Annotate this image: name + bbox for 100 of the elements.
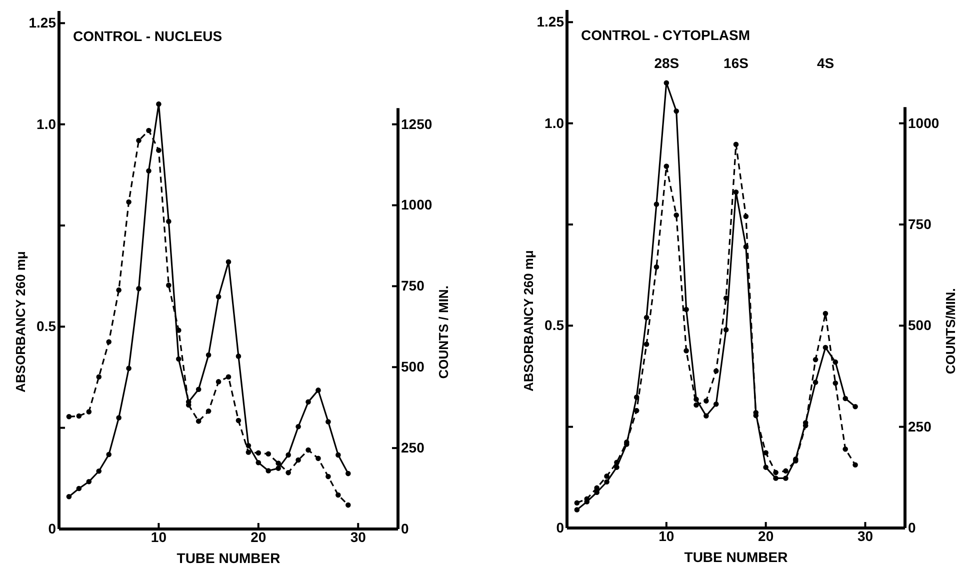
x-tick-label: 20 (250, 528, 266, 545)
point (276, 460, 281, 466)
point (614, 460, 620, 466)
point (654, 264, 660, 270)
y-axis-title: ABSORBANCY 260 mμ (13, 251, 28, 392)
point (296, 424, 301, 430)
point (136, 138, 142, 144)
point (86, 479, 92, 484)
point (336, 492, 341, 498)
y-tick-label: 1.25 (536, 14, 564, 30)
y2-axis-title: COUNTS/MIN. (943, 288, 956, 374)
point (76, 413, 82, 419)
point (256, 450, 262, 456)
point (166, 218, 172, 224)
point (316, 456, 321, 462)
point (346, 502, 351, 508)
point (326, 419, 331, 424)
y2-tick-label: 0 (401, 520, 409, 536)
point (156, 148, 162, 153)
point (106, 339, 112, 345)
point (614, 464, 620, 470)
point (763, 464, 768, 470)
point (246, 442, 252, 448)
x-axis-title: TUBE NUMBER (176, 550, 280, 566)
annotation: 28S (654, 55, 680, 71)
y2-tick-label: 1250 (401, 116, 432, 132)
point (176, 356, 182, 362)
x-tick-label: 20 (758, 528, 774, 544)
point (226, 374, 232, 380)
point (634, 394, 640, 400)
point (216, 294, 222, 300)
point (684, 348, 689, 354)
point (604, 479, 610, 485)
point (76, 486, 82, 492)
point (832, 380, 838, 386)
point (773, 476, 778, 481)
point (684, 306, 689, 312)
point (634, 408, 640, 414)
point (852, 404, 858, 410)
y2-tick-label: 1000 (908, 114, 940, 131)
y-tick-label: 0.5 (36, 318, 56, 334)
point (852, 462, 858, 468)
point (704, 398, 709, 404)
point (644, 314, 650, 320)
point (126, 366, 132, 371)
x-tick-label: 10 (658, 528, 674, 544)
y-axis-title: ABSORBANCY 260 mμ (521, 250, 536, 392)
y2-axis-title: COUNTS / MIN. (436, 286, 451, 379)
point (86, 409, 92, 414)
point (66, 414, 72, 420)
point (783, 468, 788, 474)
point (822, 310, 828, 316)
point (346, 470, 351, 476)
point (116, 415, 122, 420)
point (146, 168, 152, 174)
text: CONTROL - NUCLEUS (73, 28, 222, 44)
point (822, 344, 828, 350)
point (336, 452, 341, 458)
point (306, 447, 311, 453)
point (783, 476, 788, 481)
point (594, 490, 600, 496)
y-tick-label: 0 (556, 519, 564, 536)
y-tick-label: 1.0 (544, 114, 564, 131)
point (674, 108, 679, 114)
point (694, 402, 699, 408)
point (674, 212, 679, 218)
point (66, 494, 72, 500)
point (842, 446, 848, 452)
point (306, 399, 311, 405)
point (842, 396, 848, 402)
point (196, 418, 202, 424)
point (574, 507, 580, 512)
point (116, 287, 122, 293)
point (733, 142, 739, 147)
x-tick-label: 30 (350, 528, 366, 545)
point (106, 452, 112, 458)
point (206, 408, 212, 414)
point (812, 357, 818, 362)
point (296, 457, 301, 463)
point (226, 259, 232, 265)
point (96, 374, 102, 380)
y2-tick-label: 750 (401, 278, 425, 294)
point (286, 452, 291, 458)
y-tick-label: 0 (48, 520, 56, 536)
x-tick-label: 10 (150, 528, 167, 545)
y-tick-label: 0.5 (544, 317, 564, 334)
y2-tick-label: 500 (908, 317, 932, 334)
point (713, 368, 719, 374)
y2-tick-label: 1000 (401, 196, 432, 213)
y-tick-label: 1.25 (28, 14, 56, 31)
point (733, 189, 739, 195)
x-tick-label: 30 (857, 528, 874, 544)
point (604, 474, 610, 479)
point (763, 450, 768, 456)
point (713, 402, 719, 407)
y2-tick-label: 250 (401, 440, 425, 456)
point (812, 380, 818, 385)
text: CONTROL - CYTOPLASM (581, 27, 750, 43)
point (654, 202, 660, 207)
point (743, 214, 749, 220)
